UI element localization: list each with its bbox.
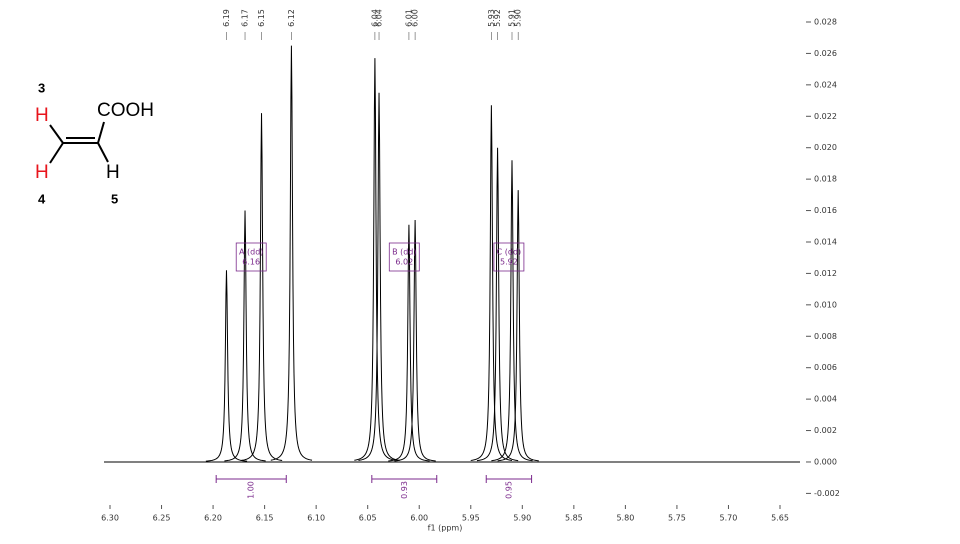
multiplet-box [235,242,267,272]
multiplet-box [493,242,525,272]
peak [388,224,430,462]
y-tick-label: 0.020 [814,143,837,152]
multiplet-shift: 5.92 [500,258,518,267]
atom: H [35,162,49,183]
multiplet-shift: 6.02 [395,258,413,267]
x-tick-label: 5.90 [513,514,531,523]
y-tick-label: -0.002 [814,489,840,498]
y-tick-label: 0.002 [814,426,837,435]
peak-label: 6.00 [411,9,420,27]
peak [270,45,313,461]
bond [97,121,105,144]
y-tick-label: 0.014 [814,237,837,246]
label: 5 [111,191,118,206]
x-tick-label: 5.65 [771,514,789,523]
integral-label: 0.95 [504,481,513,499]
y-tick-label: 0.008 [814,332,837,341]
label: 4 [38,191,46,206]
x-tick-label: 6.30 [101,514,119,523]
peak [358,92,400,461]
y-tick-label: 0.022 [814,112,837,121]
bond [97,142,109,163]
bond [49,142,64,164]
x-tick-label: 5.85 [565,514,583,523]
y-tick-label: 0.024 [814,80,837,89]
y-tick-label: 0.018 [814,175,837,184]
x-tick-label: 5.75 [668,514,686,523]
x-tick-label: 5.80 [616,514,634,523]
peak [205,270,248,462]
peak [240,113,283,462]
y-tick-label: 0.010 [814,300,837,309]
peak-label: 5.90 [514,9,523,27]
y-tick-label: 0.000 [814,457,837,466]
x-tick-label: 6.20 [204,514,222,523]
y-tick-label: 0.016 [814,206,837,215]
x-axis-label: f1 (ppm) [428,524,463,533]
x-tick-label: 6.25 [153,514,171,523]
x-tick-label: 6.05 [359,514,377,523]
peak-label: 6.19 [222,9,231,27]
peak-label: 6.01 [404,9,413,27]
peak-label: 6.04 [375,9,384,27]
peak [224,210,266,462]
y-tick-label: 0.028 [814,18,837,27]
peak-label: 5.91 [508,9,517,27]
peak [497,190,539,462]
y-tick-label: 0.006 [814,363,837,372]
multiplet-box [388,242,420,272]
x-tick-label: 5.95 [462,514,480,523]
atom: H [106,162,120,183]
y-tick-label: 0.004 [814,395,837,404]
x-tick-label: 5.70 [720,514,738,523]
label: 3 [38,80,45,95]
bond [49,124,64,144]
peak-label: 6.04 [370,9,379,27]
atom: H [35,105,49,126]
peak [394,219,436,462]
multiplet-shift: 6.16 [242,258,260,267]
multiplet-label: A (dd) [239,248,263,257]
x-tick-label: 6.15 [256,514,274,523]
x-tick-label: 6.10 [307,514,325,523]
atom: COOH [97,100,154,121]
multiplet-label: B (dd) [392,248,416,257]
integral-label: 1.00 [247,481,256,499]
integral-label: 0.93 [400,481,409,499]
peak-label: 6.15 [257,9,266,27]
x-tick-label: 6.00 [410,514,428,523]
peak [354,58,396,461]
molecule: H H H COOH 3 4 5 [35,80,154,206]
multiplet-label: C (dd) [497,248,522,257]
peak [476,147,519,462]
peak [470,105,513,461]
peak-label: 5.92 [493,9,502,27]
y-tick-label: 0.012 [814,269,837,278]
peak-label: 5.93 [487,9,496,27]
peak [491,160,533,462]
y-tick-label: 0.026 [814,49,837,58]
peak-label: 6.17 [241,9,250,27]
peak-label: 6.12 [287,9,296,27]
